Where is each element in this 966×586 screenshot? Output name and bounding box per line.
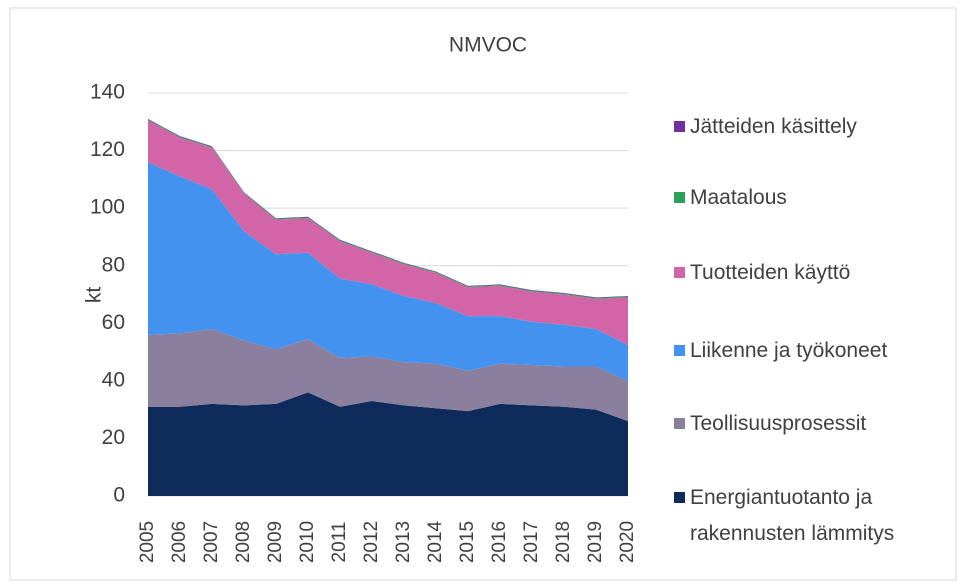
y-tick-label: 140 (90, 81, 125, 104)
x-tick-label: 2007 (201, 521, 222, 563)
x-tick-label: 2014 (425, 520, 446, 563)
x-tick-label: 2018 (553, 521, 574, 563)
chart-border (9, 7, 957, 581)
y-axis-label: kt (83, 287, 106, 304)
legend-label: Energiantuotanto ja rakennusten lämmitys (690, 486, 895, 545)
y-tick-label: 100 (90, 196, 125, 219)
x-tick-label: 2005 (137, 521, 158, 563)
x-tick-label: 2008 (233, 521, 254, 563)
legend-label: Tuotteiden käyttö (690, 261, 851, 284)
chart-title: NMVOC (449, 34, 527, 57)
legend-label: Liikenne ja työkoneet (690, 339, 888, 362)
legend-item: Liikenne ja työkoneet (674, 333, 887, 369)
x-tick-label: 2020 (617, 521, 638, 563)
area (148, 162, 628, 381)
legend-swatch (674, 345, 685, 356)
x-tick-label: 2011 (329, 522, 350, 563)
legend-item: Jätteiden käsittely (674, 109, 857, 145)
legend-swatch (674, 192, 685, 203)
legend-swatch (674, 267, 685, 278)
x-tick-label: 2010 (297, 521, 318, 563)
legend-swatch (674, 121, 685, 132)
legend-item: Tuotteiden käyttö (674, 255, 850, 291)
x-tick-label: 2012 (361, 521, 382, 563)
y-tick-label: 40 (102, 368, 125, 391)
y-tick-label: 80 (102, 253, 125, 276)
x-tick-label: 2015 (457, 521, 478, 563)
area (148, 392, 628, 496)
legend-label: Jätteiden käsittely (690, 115, 857, 138)
x-tick-label: 2017 (521, 521, 542, 563)
legend-label: Maatalous (690, 186, 787, 209)
legend-label: Teollisuusprosessit (690, 412, 867, 435)
y-tick-label: 20 (102, 426, 125, 449)
y-tick-label: 120 (90, 138, 125, 161)
x-tick-label: 2016 (489, 521, 510, 563)
legend-item: Energiantuotanto ja rakennusten lämmitys (674, 480, 924, 552)
x-tick-label: 2009 (265, 521, 286, 563)
legend-swatch (674, 492, 685, 503)
x-tick-label: 2019 (585, 521, 606, 563)
y-tick-label: 0 (113, 484, 125, 507)
legend-item: Maatalous (674, 180, 787, 216)
x-tick-label: 2006 (169, 521, 190, 563)
area (148, 329, 628, 422)
y-tick-label: 60 (102, 311, 125, 334)
legend-item: Teollisuusprosessit (674, 406, 866, 442)
area (148, 120, 628, 345)
legend-swatch (674, 418, 685, 429)
x-tick-label: 2013 (393, 521, 414, 563)
